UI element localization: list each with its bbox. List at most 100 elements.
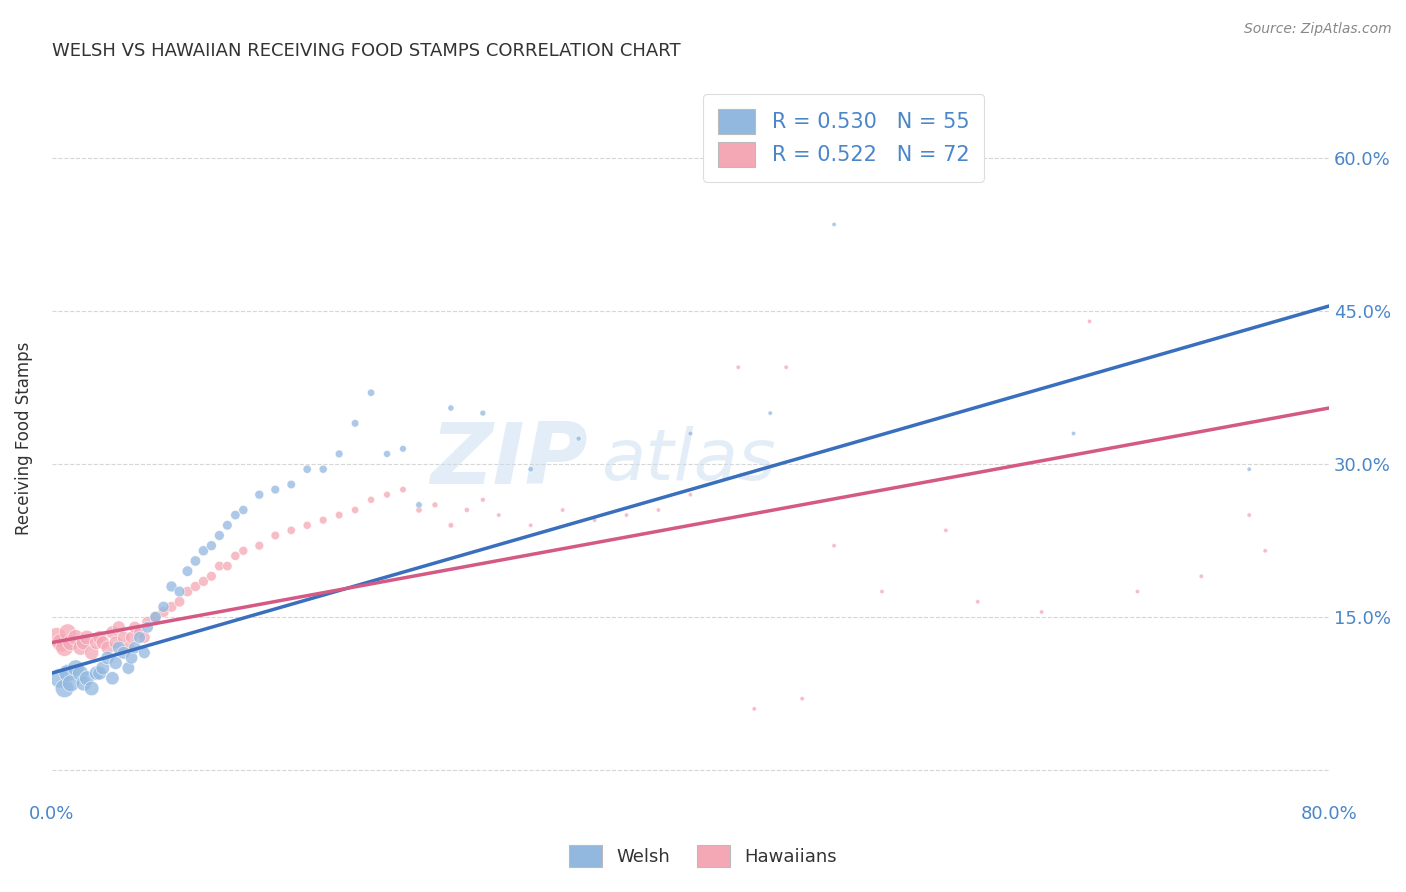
Point xyxy=(328,447,350,461)
Point xyxy=(679,488,702,502)
Point xyxy=(104,656,127,670)
Point xyxy=(295,518,318,533)
Point xyxy=(112,646,135,660)
Point xyxy=(91,661,114,675)
Point xyxy=(97,651,120,665)
Point xyxy=(208,559,231,574)
Point xyxy=(344,503,367,517)
Point xyxy=(76,671,98,685)
Point xyxy=(128,625,150,640)
Point xyxy=(792,691,814,706)
Point xyxy=(117,640,139,655)
Point xyxy=(375,447,398,461)
Point xyxy=(53,681,76,696)
Point xyxy=(136,620,159,634)
Point xyxy=(775,360,797,375)
Point xyxy=(1254,543,1277,558)
Point xyxy=(392,483,415,497)
Point xyxy=(152,605,174,619)
Point xyxy=(1031,605,1053,619)
Point xyxy=(112,631,135,645)
Point xyxy=(80,681,103,696)
Point xyxy=(160,599,183,614)
Point xyxy=(312,513,335,527)
Point xyxy=(217,518,239,533)
Text: Source: ZipAtlas.com: Source: ZipAtlas.com xyxy=(1244,22,1392,37)
Point xyxy=(91,635,114,649)
Point xyxy=(344,417,367,431)
Point xyxy=(97,640,120,655)
Point xyxy=(360,385,382,400)
Point xyxy=(73,635,96,649)
Point xyxy=(551,503,574,517)
Point xyxy=(121,651,143,665)
Point xyxy=(76,631,98,645)
Point xyxy=(73,676,96,690)
Point xyxy=(193,574,215,589)
Point xyxy=(583,513,606,527)
Point xyxy=(471,406,494,420)
Point xyxy=(823,539,845,553)
Point xyxy=(56,666,79,681)
Point xyxy=(1078,314,1101,328)
Point xyxy=(89,631,111,645)
Point xyxy=(280,524,302,538)
Point xyxy=(217,559,239,574)
Point xyxy=(184,554,207,568)
Point xyxy=(440,518,463,533)
Text: WELSH VS HAWAIIAN RECEIVING FOOD STAMPS CORRELATION CHART: WELSH VS HAWAIIAN RECEIVING FOOD STAMPS … xyxy=(52,42,681,60)
Point xyxy=(169,595,191,609)
Point xyxy=(69,666,91,681)
Point xyxy=(117,661,139,675)
Point xyxy=(104,635,127,649)
Point xyxy=(51,635,73,649)
Point xyxy=(488,508,510,522)
Point xyxy=(107,640,129,655)
Point xyxy=(89,666,111,681)
Point xyxy=(200,569,222,583)
Point xyxy=(295,462,318,476)
Point xyxy=(86,635,108,649)
Point xyxy=(176,564,198,578)
Point xyxy=(247,488,270,502)
Point xyxy=(1237,508,1260,522)
Point xyxy=(53,640,76,655)
Point xyxy=(408,503,430,517)
Point xyxy=(232,503,254,517)
Point xyxy=(616,508,638,522)
Point xyxy=(65,631,87,645)
Point xyxy=(759,406,782,420)
Point xyxy=(124,640,146,655)
Point xyxy=(456,503,478,517)
Point xyxy=(136,615,159,629)
Point xyxy=(121,631,143,645)
Point xyxy=(966,595,988,609)
Point xyxy=(360,492,382,507)
Point xyxy=(870,584,893,599)
Point xyxy=(101,625,124,640)
Point xyxy=(128,631,150,645)
Point xyxy=(519,462,541,476)
Point xyxy=(184,579,207,593)
Point xyxy=(134,646,156,660)
Point xyxy=(193,543,215,558)
Point xyxy=(392,442,415,456)
Legend: R = 0.530   N = 55, R = 0.522   N = 72: R = 0.530 N = 55, R = 0.522 N = 72 xyxy=(703,95,984,182)
Point xyxy=(224,508,246,522)
Point xyxy=(134,631,156,645)
Point xyxy=(647,503,669,517)
Point xyxy=(45,631,67,645)
Point xyxy=(160,579,183,593)
Point xyxy=(423,498,446,512)
Point xyxy=(247,539,270,553)
Point xyxy=(440,401,463,415)
Point xyxy=(80,646,103,660)
Point xyxy=(1126,584,1149,599)
Point xyxy=(59,676,82,690)
Point xyxy=(280,477,302,491)
Point xyxy=(145,610,167,624)
Point xyxy=(519,518,541,533)
Point xyxy=(232,543,254,558)
Point xyxy=(65,661,87,675)
Point xyxy=(471,492,494,507)
